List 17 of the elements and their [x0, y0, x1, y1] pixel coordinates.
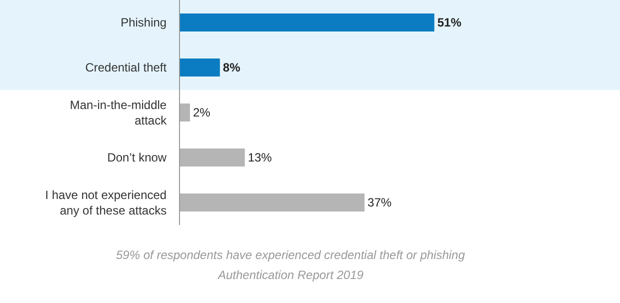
bar [180, 14, 434, 32]
y-tick-label: Phishing [120, 16, 167, 30]
y-tick-label: Credential theft [85, 60, 168, 75]
bar [180, 148, 245, 166]
text: 59% of respondents have experienced credential theft or phishing [116, 248, 466, 262]
bar [180, 58, 220, 76]
text: Authentication Report 2019 [217, 268, 364, 282]
y-tick-label: I have not experienced any of these attacks [45, 188, 167, 218]
data-label: 37% [368, 196, 392, 210]
data-label: 2% [192, 106, 211, 120]
bar [180, 104, 190, 122]
data-label: 51% [437, 16, 462, 30]
data-label: 13% [248, 150, 272, 164]
y-tick-label: Man-in-the-middle attack [70, 98, 168, 128]
data-label: 8% [222, 60, 241, 74]
bar [180, 194, 365, 212]
y-tick-label: Don’t know [107, 150, 167, 165]
